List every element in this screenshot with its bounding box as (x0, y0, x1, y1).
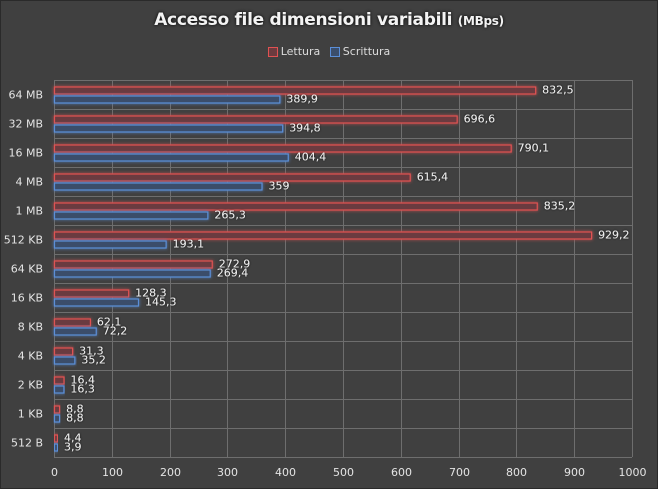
x-tick-label: 700 (449, 466, 470, 479)
bar-scrittura[interactable] (53, 240, 167, 249)
x-tick-label: 500 (333, 466, 354, 479)
bar-lettura[interactable] (53, 86, 537, 95)
data-label-scrittura: 145,3 (145, 296, 177, 309)
data-label-lettura: 62,1 (97, 316, 122, 329)
data-label-lettura: 615,4 (417, 171, 449, 184)
bar-lettura[interactable] (53, 173, 411, 182)
y-category-label: 4 MB (15, 176, 43, 189)
data-label-scrittura: 404,4 (295, 151, 327, 164)
y-category-label: 2 KB (18, 379, 43, 392)
x-tick-label: 100 (102, 466, 123, 479)
data-label-lettura: 8,8 (66, 403, 84, 416)
legend-swatch-scrittura (329, 46, 340, 57)
legend-label-lettura: Lettura (280, 45, 321, 58)
bar-scrittura[interactable] (53, 182, 263, 191)
data-label-lettura: 929,2 (598, 229, 630, 242)
data-label-scrittura: 3,9 (64, 441, 82, 454)
data-label-lettura: 31,3 (79, 345, 104, 358)
bar-scrittura[interactable] (53, 124, 284, 133)
data-label-scrittura: 359 (269, 180, 290, 193)
y-category-label: 16 KB (11, 292, 43, 305)
data-label-lettura: 835,2 (544, 200, 576, 213)
data-label-scrittura: 193,1 (173, 238, 205, 251)
bar-lettura[interactable] (53, 318, 91, 327)
bar-lettura[interactable] (53, 289, 130, 298)
y-category-label: 32 MB (8, 118, 43, 131)
data-label-scrittura: 265,3 (214, 209, 246, 222)
legend-item-scrittura[interactable]: Scrittura (329, 45, 391, 58)
data-label-scrittura: 16,3 (70, 383, 95, 396)
bar-lettura[interactable] (53, 434, 59, 443)
y-category-label: 64 KB (11, 263, 43, 276)
bar-scrittura[interactable] (53, 211, 209, 220)
data-label-scrittura: 72,2 (103, 325, 128, 338)
x-tick-label: 400 (275, 466, 296, 479)
bar-scrittura[interactable] (53, 153, 289, 162)
y-category-label: 16 MB (8, 147, 43, 160)
bar-scrittura[interactable] (53, 95, 281, 104)
data-label-lettura: 4,4 (64, 432, 82, 445)
legend-label-scrittura: Scrittura (342, 45, 391, 58)
y-category-label: 512 KB (4, 234, 43, 247)
data-label-lettura: 272,9 (219, 258, 251, 271)
y-category-label: 4 KB (18, 350, 43, 363)
bar-scrittura[interactable] (53, 385, 65, 394)
x-tick-label: 600 (391, 466, 412, 479)
chart-title-text: Accesso file dimensioni variabili (154, 10, 453, 30)
x-tick-label: 1000 (619, 466, 647, 479)
x-tick-label: 900 (564, 466, 585, 479)
bar-scrittura[interactable] (53, 269, 211, 278)
data-label-lettura: 832,5 (542, 84, 574, 97)
bar-lettura[interactable] (53, 115, 458, 124)
x-tick-label: 800 (506, 466, 527, 479)
bar-lettura[interactable] (53, 376, 65, 385)
data-label-lettura: 790,1 (518, 142, 550, 155)
chart-title: Accesso file dimensioni variabili (MBps) (0, 10, 658, 30)
legend-item-lettura[interactable]: Lettura (267, 45, 321, 58)
bar-lettura[interactable] (53, 405, 61, 414)
data-label-scrittura: 8,8 (66, 412, 84, 425)
data-label-lettura: 16,4 (70, 374, 95, 387)
bar-lettura[interactable] (53, 231, 593, 240)
data-label-scrittura: 269,4 (217, 267, 249, 280)
y-category-label: 512 B (11, 437, 43, 450)
legend: Lettura Scrittura (0, 45, 658, 60)
y-category-label: 1 MB (15, 205, 43, 218)
bar-lettura[interactable] (53, 260, 213, 269)
bar-lettura[interactable] (53, 144, 512, 153)
data-label-lettura: 128,3 (135, 287, 167, 300)
bar-scrittura[interactable] (53, 298, 140, 307)
bar-scrittura[interactable] (53, 356, 76, 365)
legend-swatch-lettura (267, 46, 278, 57)
bar-scrittura[interactable] (53, 443, 59, 452)
x-tick-label: 300 (217, 466, 238, 479)
data-label-scrittura: 394,8 (289, 122, 321, 135)
y-category-label: 1 KB (18, 408, 43, 421)
bar-scrittura[interactable] (53, 327, 97, 336)
bar-lettura[interactable] (53, 202, 538, 211)
x-tick-label: 0 (51, 466, 58, 479)
bar-scrittura[interactable] (53, 414, 61, 423)
chart-title-unit: (MBps) (457, 14, 504, 28)
data-label-scrittura: 389,9 (286, 93, 318, 106)
data-label-lettura: 696,6 (464, 113, 496, 126)
y-category-label: 64 MB (8, 89, 43, 102)
data-label-scrittura: 35,2 (81, 354, 106, 367)
bar-lettura[interactable] (53, 347, 74, 356)
x-tick-label: 200 (160, 466, 181, 479)
y-category-label: 8 KB (18, 321, 43, 334)
